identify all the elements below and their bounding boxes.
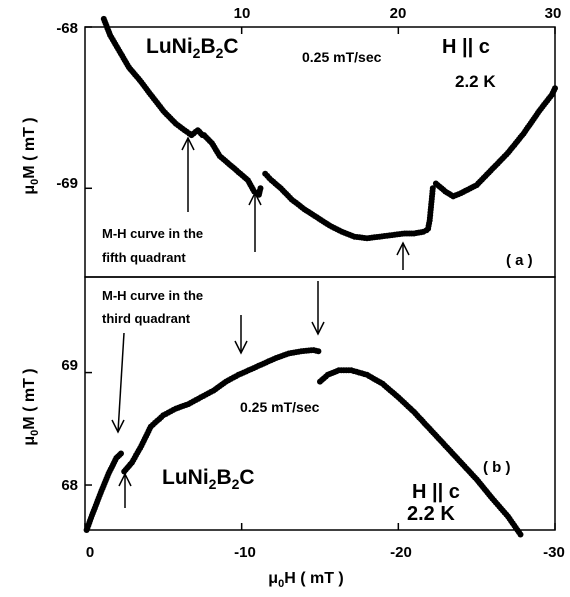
b-arrow bbox=[311, 281, 325, 336]
y-axis-label-a: μ0M ( mT ) bbox=[21, 117, 41, 194]
b-note-line2: third quadrant bbox=[102, 311, 191, 326]
data-point-a bbox=[257, 185, 264, 192]
b-ytick-label: 68 bbox=[61, 477, 78, 494]
panel-b-frame bbox=[84, 276, 556, 531]
a-field-label: H || c bbox=[442, 36, 490, 58]
b-xtick-label: 0 bbox=[86, 544, 94, 561]
b-field-label: H || c bbox=[412, 481, 460, 503]
data-point-a bbox=[552, 85, 558, 92]
a-panel-label: ( a ) bbox=[506, 252, 533, 269]
data-point-b bbox=[315, 348, 322, 355]
x-axis-label: μ0H ( mT ) bbox=[268, 570, 343, 590]
a-temperature-label: 2.2 K bbox=[455, 72, 496, 91]
a-ytick-label: -68 bbox=[56, 20, 78, 37]
top-xtick-label: 10 bbox=[234, 5, 251, 22]
y-axis-label-b: μ0M ( mT ) bbox=[21, 368, 41, 445]
a-note-line2: fifth quadrant bbox=[102, 250, 186, 265]
data-point-b bbox=[118, 450, 124, 457]
b-note-line1: M-H curve in the bbox=[102, 288, 203, 303]
b-compound-label: LuNi2B2C bbox=[162, 466, 255, 492]
data-points-layer bbox=[83, 15, 558, 538]
b-arrow bbox=[234, 315, 248, 355]
data-point-a bbox=[429, 185, 436, 192]
a-rate-label: 0.25 mT/sec bbox=[302, 49, 382, 65]
b-rate-label: 0.25 mT/sec bbox=[240, 399, 320, 415]
top-xtick-label: 30 bbox=[545, 5, 562, 22]
b-panel-label: ( b ) bbox=[483, 459, 511, 476]
a-arrow bbox=[396, 241, 410, 270]
a-arrow bbox=[181, 136, 195, 212]
a-arrow bbox=[248, 191, 262, 252]
b-ytick-label: 69 bbox=[61, 357, 78, 374]
a-compound-label: LuNi2B2C bbox=[146, 35, 239, 61]
b-arrow bbox=[111, 332, 125, 434]
b-temperature-label: 2.2 K bbox=[407, 503, 455, 525]
data-point-b bbox=[517, 531, 524, 538]
a-note-line1: M-H curve in the bbox=[102, 226, 203, 241]
b-xtick-label: -10 bbox=[234, 544, 256, 561]
b-arrow bbox=[118, 472, 132, 508]
b-xtick-label: -20 bbox=[390, 544, 412, 561]
top-xtick-label: 20 bbox=[390, 5, 407, 22]
b-xtick-label: -30 bbox=[543, 544, 565, 561]
a-ytick-label: -69 bbox=[56, 175, 78, 192]
